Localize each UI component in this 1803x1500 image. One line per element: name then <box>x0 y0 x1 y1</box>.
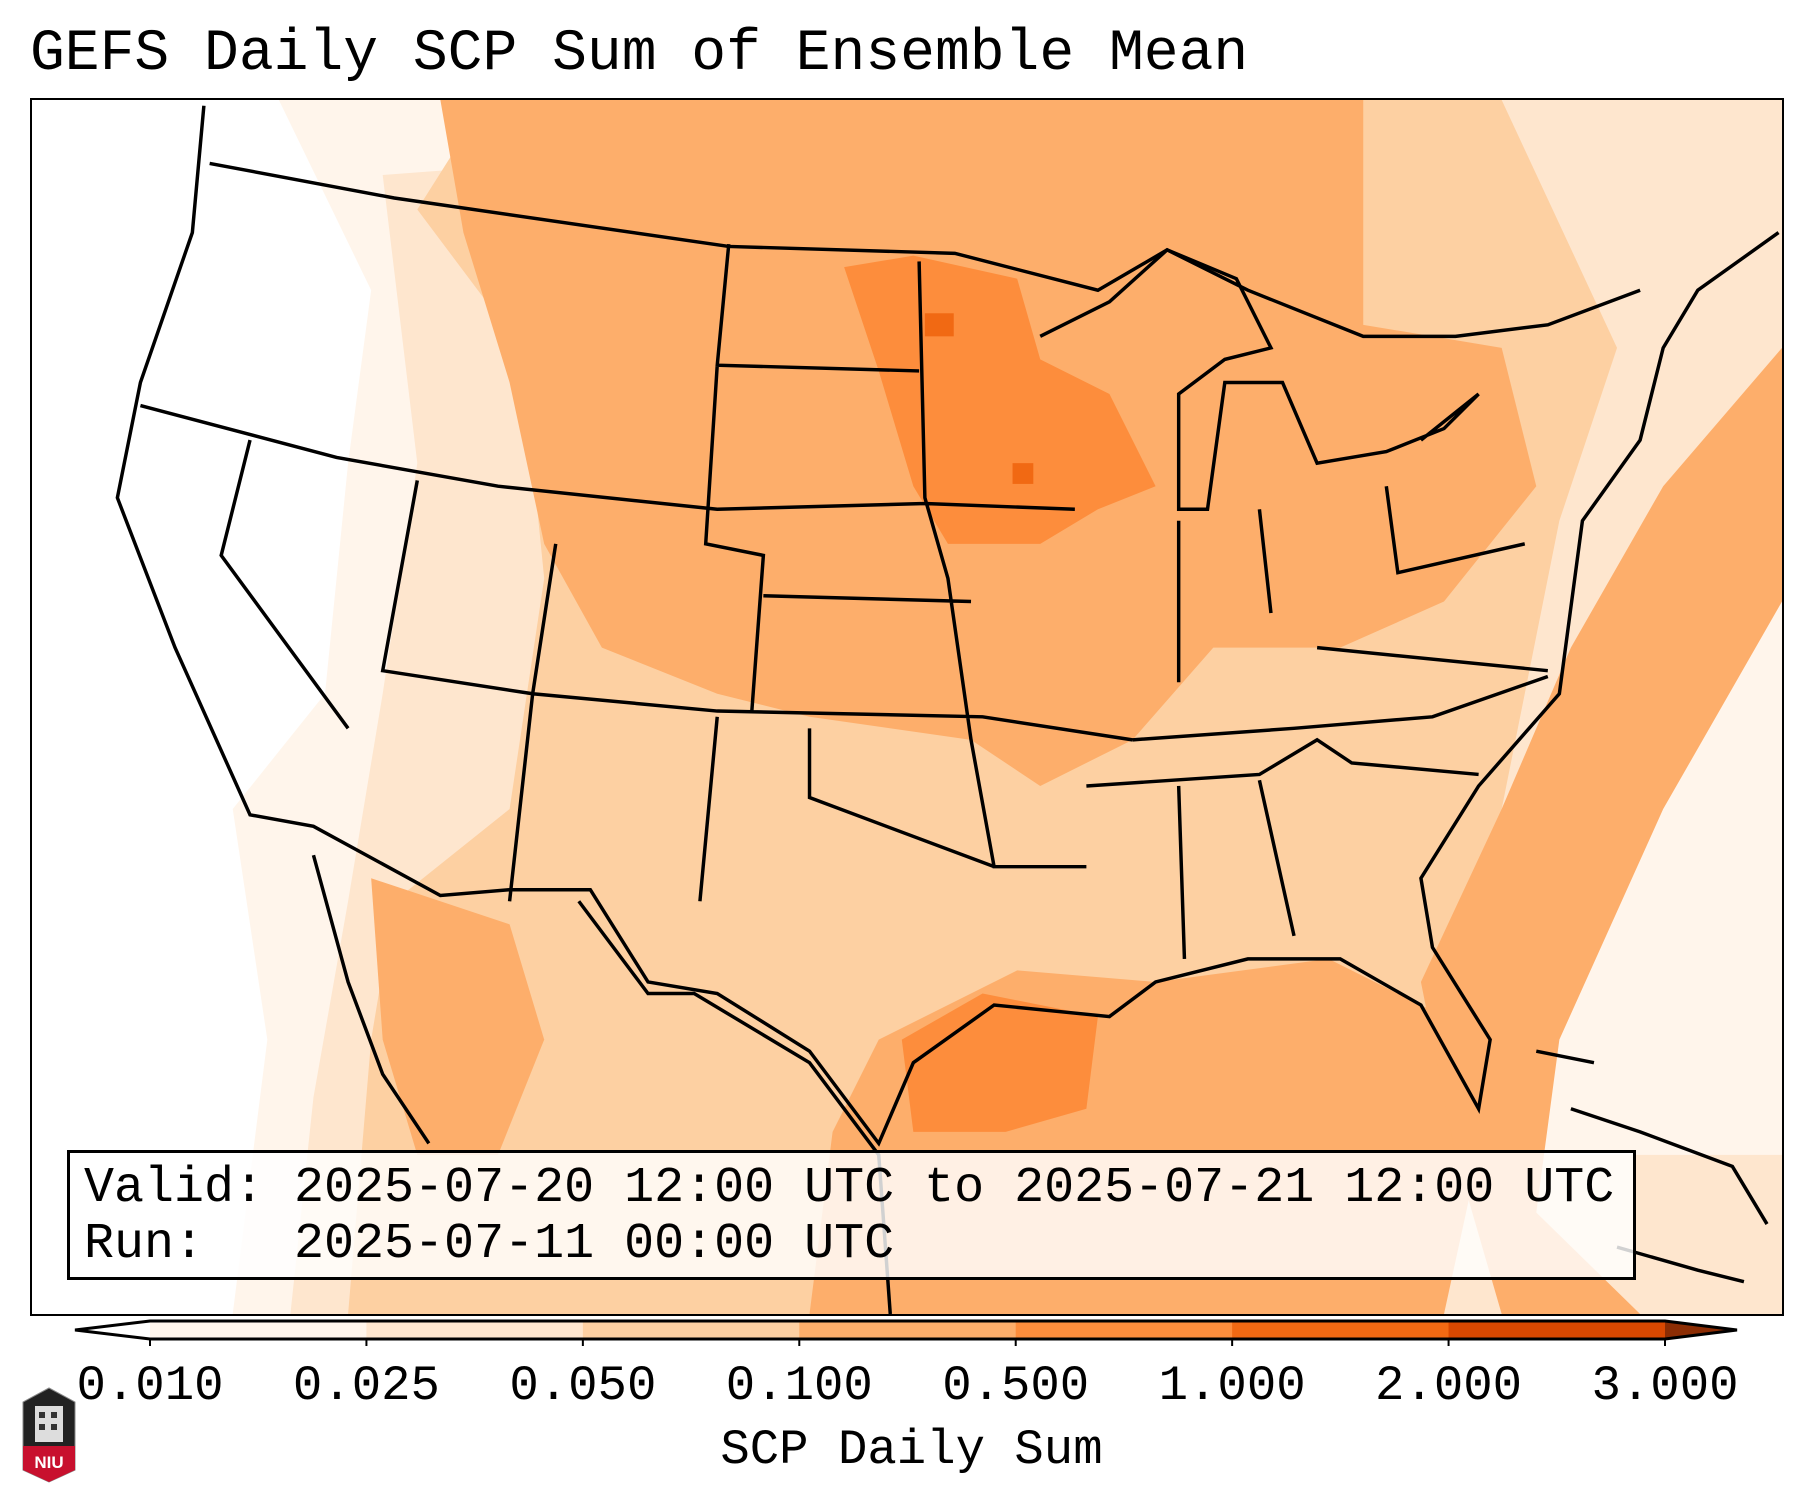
colorbar-segment <box>1015 1321 1233 1339</box>
colorbar <box>74 1319 1738 1346</box>
colorbar-extension-low <box>75 1321 150 1339</box>
colorbar-tick-label: 0.010 <box>76 1358 224 1414</box>
map-panel <box>30 98 1784 1316</box>
colorbar-segment <box>150 1321 367 1339</box>
svg-text:NIU: NIU <box>34 1453 63 1472</box>
colorbar-tick-label: 0.100 <box>725 1358 873 1414</box>
colorbar-tick-label: 0.500 <box>942 1358 1090 1414</box>
colorbar-tick-label: 3.000 <box>1591 1358 1739 1414</box>
colorbar-tick-label: 0.025 <box>292 1358 440 1414</box>
colorbar-label: SCP Daily Sum <box>0 1422 1803 1478</box>
state-lines <box>139 243 1549 959</box>
colorbar-segment <box>1448 1321 1666 1339</box>
scp-map <box>32 100 1782 1314</box>
cuba-bahamas <box>1535 1049 1769 1284</box>
colorbar-tick-label: 2.000 <box>1375 1358 1523 1414</box>
shade-dark-gulf <box>901 993 1098 1132</box>
coastlines-and-borders <box>115 105 1780 1314</box>
niu-logo: NIU <box>22 1387 76 1483</box>
shade-orange-mexico <box>371 878 545 1155</box>
colorbar-label-text: SCP Daily Sum <box>720 1422 1103 1478</box>
colorbar-segment <box>366 1321 584 1339</box>
run-time-text: Run: 2025-07-11 00:00 UTC <box>84 1216 895 1273</box>
colorbar-segment <box>582 1321 800 1339</box>
great-lakes <box>1039 247 1480 512</box>
shade-darker <box>924 313 954 337</box>
us-outline <box>115 105 1780 1147</box>
colorbar-tick-label: 1.000 <box>1158 1358 1306 1414</box>
valid-time-text: Valid: 2025-07-20 12:00 UTC to 2025-07-2… <box>84 1160 1615 1217</box>
shade-orange-atlantic <box>1420 347 1782 1314</box>
colorbar-segment <box>1232 1321 1450 1339</box>
colorbar-segment <box>799 1321 1017 1339</box>
valid-time-box: Valid: 2025-07-20 12:00 UTC to 2025-07-2… <box>67 1150 1636 1280</box>
shade-darker <box>1012 463 1034 484</box>
chart-title: GEFS Daily SCP Sum of Ensemble Mean <box>30 22 1249 87</box>
colorbar-extension-high <box>1665 1321 1737 1339</box>
colorbar-tick-label: 0.050 <box>509 1358 657 1414</box>
